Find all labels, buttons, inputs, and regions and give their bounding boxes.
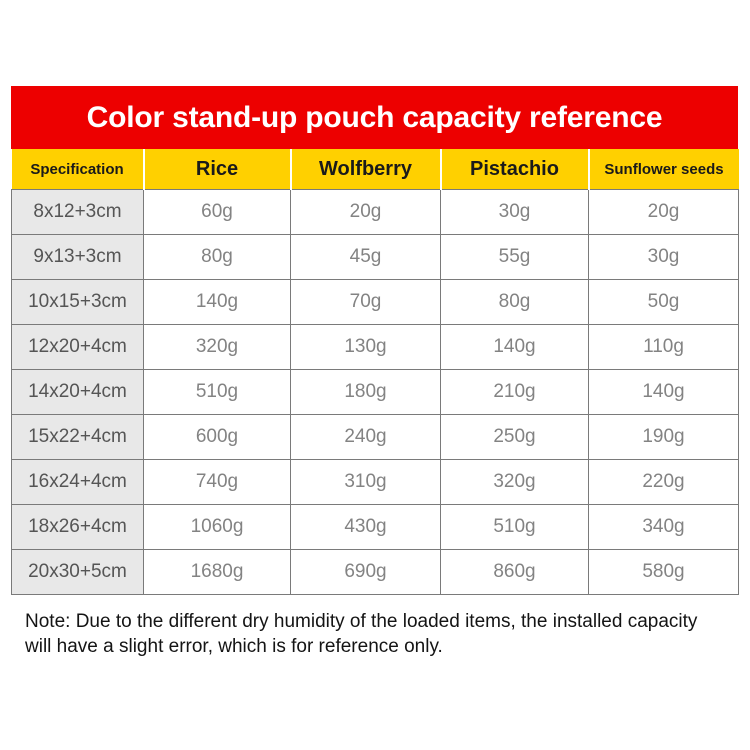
cell-wolfberry: 130g [290, 324, 441, 370]
cell-wolfberry: 20g [290, 189, 441, 235]
header-row: Specification Rice Wolfberry Pistachio S… [11, 149, 739, 190]
cell-sunflower: 190g [588, 414, 739, 460]
cell-sunflower: 50g [588, 279, 739, 325]
cell-specification: 18x26+4cm [11, 504, 144, 550]
table-row: 14x20+4cm 510g 180g 210g 140g [11, 369, 739, 415]
cell-specification: 16x24+4cm [11, 459, 144, 505]
table-row: 16x24+4cm 740g 310g 320g 220g [11, 459, 739, 505]
cell-pistachio: 510g [440, 504, 589, 550]
cell-wolfberry: 180g [290, 369, 441, 415]
column-header-rice: Rice [143, 149, 292, 190]
cell-sunflower: 340g [588, 504, 739, 550]
cell-specification: 9x13+3cm [11, 234, 144, 280]
cell-specification: 15x22+4cm [11, 414, 144, 460]
footnote: Note: Due to the different dry humidity … [25, 611, 698, 658]
cell-rice: 1680g [143, 549, 291, 595]
cell-sunflower: 580g [588, 549, 739, 595]
cell-pistachio: 320g [440, 459, 589, 505]
cell-pistachio: 210g [440, 369, 589, 415]
column-header-sunflower-seeds: Sunflower seeds [588, 149, 739, 190]
cell-pistachio: 80g [440, 279, 589, 325]
cell-pistachio: 250g [440, 414, 589, 460]
title-banner: Color stand-up pouch capacity reference [11, 86, 738, 149]
cell-rice: 510g [143, 369, 291, 415]
table-row: 8x12+3cm 60g 20g 30g 20g [11, 189, 739, 235]
cell-rice: 1060g [143, 504, 291, 550]
cell-wolfberry: 70g [290, 279, 441, 325]
column-header-wolfberry: Wolfberry [290, 149, 442, 190]
cell-specification: 12x20+4cm [11, 324, 144, 370]
cell-rice: 600g [143, 414, 291, 460]
table-row: 12x20+4cm 320g 130g 140g 110g [11, 324, 739, 370]
cell-specification: 14x20+4cm [11, 369, 144, 415]
cell-pistachio: 55g [440, 234, 589, 280]
cell-wolfberry: 310g [290, 459, 441, 505]
column-header-specification: Specification [11, 149, 145, 190]
table-row: 10x15+3cm 140g 70g 80g 50g [11, 279, 739, 325]
cell-wolfberry: 45g [290, 234, 441, 280]
cell-wolfberry: 690g [290, 549, 441, 595]
table-body: 8x12+3cm 60g 20g 30g 20g 9x13+3cm 80g 45… [11, 189, 739, 595]
table-row: 9x13+3cm 80g 45g 55g 30g [11, 234, 739, 280]
cell-rice: 80g [143, 234, 291, 280]
table-row: 20x30+5cm 1680g 690g 860g 580g [11, 549, 739, 595]
cell-rice: 60g [143, 189, 291, 235]
cell-pistachio: 860g [440, 549, 589, 595]
cell-wolfberry: 430g [290, 504, 441, 550]
cell-pistachio: 30g [440, 189, 589, 235]
capacity-table: Specification Rice Wolfberry Pistachio S… [11, 149, 739, 595]
cell-pistachio: 140g [440, 324, 589, 370]
content-wrapper: Color stand-up pouch capacity reference … [11, 86, 739, 660]
cell-rice: 140g [143, 279, 291, 325]
table-row: 15x22+4cm 600g 240g 250g 190g [11, 414, 739, 460]
cell-sunflower: 140g [588, 369, 739, 415]
cell-wolfberry: 240g [290, 414, 441, 460]
cell-specification: 20x30+5cm [11, 549, 144, 595]
cell-rice: 740g [143, 459, 291, 505]
table-header: Specification Rice Wolfberry Pistachio S… [11, 149, 739, 190]
cell-sunflower: 110g [588, 324, 739, 370]
table-row: 18x26+4cm 1060g 430g 510g 340g [11, 504, 739, 550]
cell-sunflower: 20g [588, 189, 739, 235]
page-title: Color stand-up pouch capacity reference [86, 100, 663, 134]
cell-specification: 10x15+3cm [11, 279, 144, 325]
cell-sunflower: 30g [588, 234, 739, 280]
cell-rice: 320g [143, 324, 291, 370]
cell-specification: 8x12+3cm [11, 189, 144, 235]
column-header-pistachio: Pistachio [440, 149, 590, 190]
cell-sunflower: 220g [588, 459, 739, 505]
